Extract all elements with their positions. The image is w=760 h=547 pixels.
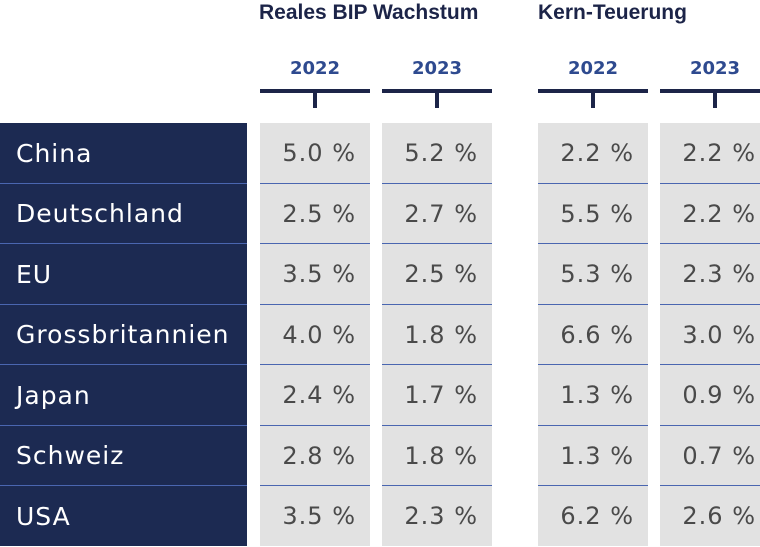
value-cell: 2.7 % (382, 183, 492, 244)
value-cell: 6.2 % (538, 486, 648, 546)
row-label: USA (0, 486, 247, 546)
column-header-tick (313, 89, 317, 108)
row-label-text: EU (16, 259, 53, 289)
group-title: Reales BIP Wachstum (259, 1, 479, 24)
row-label-text: Deutschland (16, 199, 184, 228)
value-cell: 2.2 % (660, 183, 760, 244)
value-cell: 2.3 % (660, 244, 760, 304)
column-header-tick (713, 89, 717, 108)
value-cell: 1.3 % (538, 425, 648, 486)
row-label: Grossbritannien (0, 304, 247, 365)
row-label: EU (0, 244, 247, 304)
value-cell: 3.0 % (660, 304, 760, 365)
row-label: Schweiz (0, 425, 247, 486)
value-cell: 2.5 % (260, 183, 370, 244)
row-separator (538, 485, 648, 486)
value-cell: 5.2 % (382, 123, 492, 183)
column-header-tick (435, 89, 439, 108)
column-header-tick (591, 89, 595, 108)
row-label: China (0, 123, 247, 183)
row-label-text: Japan (16, 380, 91, 410)
row-separator (260, 243, 370, 244)
group-title: Kern-Teuerung (538, 1, 687, 24)
row-separator (0, 485, 247, 486)
row-separator (538, 243, 648, 244)
value-cell: 2.2 % (660, 123, 760, 183)
row-separator (382, 485, 492, 486)
value-cell: 2.8 % (260, 425, 370, 486)
row-separator (382, 243, 492, 244)
column-year-label: 2022 (289, 58, 341, 79)
row-separator (260, 364, 370, 365)
value-cell: 1.8 % (382, 425, 492, 486)
row-label: Deutschland (0, 183, 247, 244)
column-year-label: 2023 (411, 58, 463, 79)
value-cell: 0.9 % (660, 365, 760, 425)
row-label-text: Schweiz (16, 441, 125, 470)
row-separator (538, 364, 648, 365)
value-cell: 2.3 % (382, 486, 492, 546)
column-year-label: 2022 (567, 58, 619, 79)
row-separator (0, 364, 247, 365)
value-cell: 0.7 % (660, 425, 760, 486)
value-cell: 2.5 % (382, 244, 492, 304)
value-cell: 6.6 % (538, 304, 648, 365)
value-cell: 4.0 % (260, 304, 370, 365)
row-label-text: China (16, 138, 93, 168)
value-cell: 3.5 % (260, 244, 370, 304)
value-cell: 1.7 % (382, 365, 492, 425)
value-cell: 5.5 % (538, 183, 648, 244)
row-separator (660, 485, 760, 486)
column-header-line (660, 89, 760, 93)
value-cell: 2.2 % (538, 123, 648, 183)
value-cell: 2.6 % (660, 486, 760, 546)
row-label-text: USA (16, 501, 71, 531)
row-separator (260, 485, 370, 486)
row-separator (0, 243, 247, 244)
row-separator (660, 364, 760, 365)
row-separator (382, 364, 492, 365)
row-separator (660, 243, 760, 244)
row-label-text: Grossbritannien (16, 320, 230, 349)
value-cell: 1.8 % (382, 304, 492, 365)
value-cell: 1.3 % (538, 365, 648, 425)
value-cell: 5.0 % (260, 123, 370, 183)
value-cell: 2.4 % (260, 365, 370, 425)
value-cell: 5.3 % (538, 244, 648, 304)
value-cell: 3.5 % (260, 486, 370, 546)
column-year-label: 2023 (689, 58, 741, 79)
row-label: Japan (0, 365, 247, 425)
